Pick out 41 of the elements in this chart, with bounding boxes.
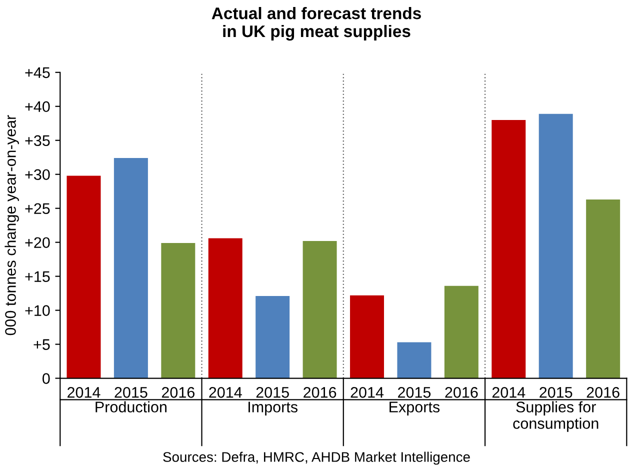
- text: Supplies for consumption: [513, 401, 598, 432]
- bar: [161, 243, 196, 378]
- text: Production: [96, 401, 166, 412]
- text: Imports: [248, 402, 298, 416]
- y-axis-title: 000 tonnes change year-on-year: [4, 115, 19, 336]
- x-tick-label: 2015: [114, 387, 148, 398]
- y-tick-label: +45: [25, 67, 50, 78]
- y-tick-label: +20: [25, 237, 50, 248]
- x-tick-label: 2014: [492, 387, 526, 398]
- x-tick-label: 2016: [586, 387, 620, 398]
- x-tick-label: 2016: [304, 387, 336, 398]
- bar: [538, 114, 573, 378]
- y-tick-label: +15: [25, 271, 50, 282]
- y-tick-label: +5: [34, 339, 50, 350]
- bar: [208, 238, 242, 378]
- bar: [397, 342, 432, 378]
- x-tick-label: 2014: [350, 387, 384, 398]
- bar: [302, 240, 337, 378]
- source-note: Sources: Defra, HMRC, AHDB Market Intelligence: [163, 452, 470, 465]
- x-tick-label: 2014: [68, 387, 100, 398]
- y-tick-label: 0: [42, 373, 50, 384]
- bar: [114, 158, 148, 378]
- x-tick-label: 2014: [209, 387, 242, 398]
- text: Exports: [390, 402, 440, 416]
- y-tick-label: +10: [25, 305, 50, 316]
- bar: [444, 286, 478, 378]
- y-tick-label: +30: [25, 169, 50, 180]
- y-tick-label: +35: [25, 135, 50, 146]
- x-tick-label: 2015: [540, 387, 572, 398]
- bar: [256, 296, 290, 378]
- bar: [586, 199, 620, 378]
- chart-title: Actual and forecast trends in UK pig meat supplies: [212, 7, 421, 41]
- x-tick-label: 2016: [162, 387, 194, 398]
- y-tick-label: +25: [25, 203, 50, 214]
- bar: [350, 295, 384, 378]
- x-tick-label: 2016: [445, 387, 478, 398]
- bar: [66, 176, 101, 378]
- bar: [492, 120, 526, 378]
- x-tick-label: 2015: [398, 387, 431, 398]
- y-tick-label: +40: [25, 101, 50, 112]
- x-tick-label: 2015: [256, 387, 289, 398]
